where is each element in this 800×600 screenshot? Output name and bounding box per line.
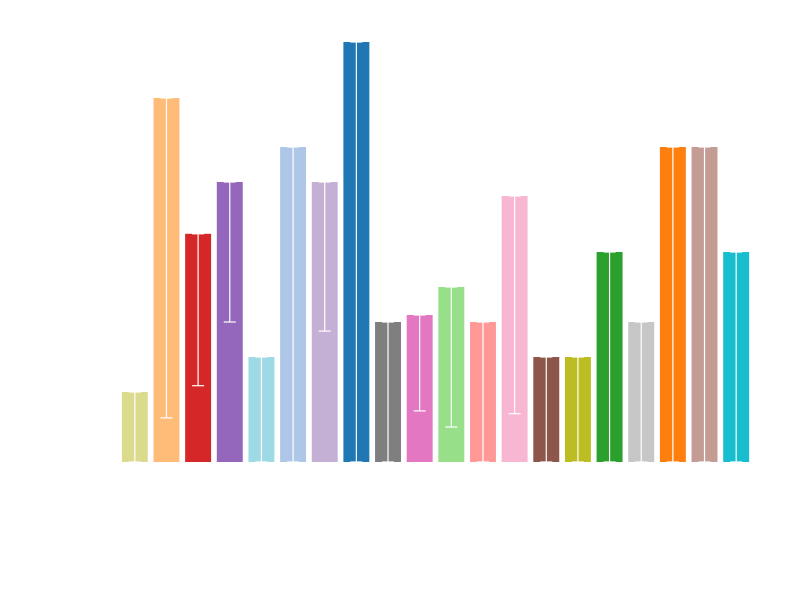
error-bar-9 xyxy=(382,321,395,463)
error-bar-15 xyxy=(571,356,584,463)
error-bar-6 xyxy=(287,146,300,463)
error-bar-11 xyxy=(445,286,458,428)
error-bar-19 xyxy=(698,146,711,463)
error-bar-7 xyxy=(318,181,331,332)
error-bar-5 xyxy=(255,356,268,463)
bars-group xyxy=(121,42,750,462)
error-bar-10 xyxy=(413,314,426,412)
error-bar-1 xyxy=(128,391,141,463)
error-bar-20 xyxy=(730,251,743,463)
error-bar-12 xyxy=(476,321,489,463)
error-bar-4 xyxy=(223,181,236,323)
error-bars-group xyxy=(128,41,743,463)
error-bar-18 xyxy=(666,146,679,463)
error-bar-17 xyxy=(635,321,648,463)
error-bar-8 xyxy=(350,41,363,463)
error-bar-14 xyxy=(540,356,553,463)
error-bar-2 xyxy=(160,97,173,419)
error-bar-13 xyxy=(508,195,521,415)
error-bar-16 xyxy=(603,251,616,463)
error-bar-3 xyxy=(192,233,205,387)
